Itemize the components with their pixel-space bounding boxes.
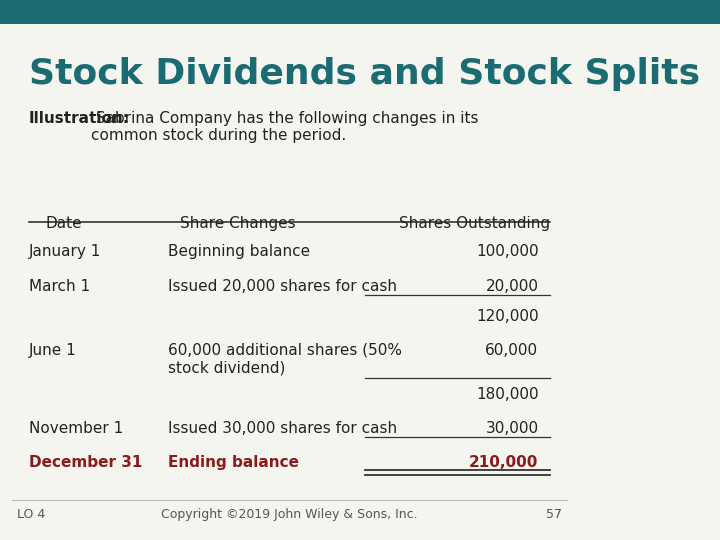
Text: 60,000: 60,000: [485, 343, 539, 358]
Text: Copyright ©2019 John Wiley & Sons, Inc.: Copyright ©2019 John Wiley & Sons, Inc.: [161, 508, 418, 521]
Text: 120,000: 120,000: [476, 309, 539, 324]
Text: 180,000: 180,000: [476, 387, 539, 402]
Text: March 1: March 1: [29, 279, 90, 294]
Text: December 31: December 31: [29, 455, 143, 470]
Text: Date: Date: [45, 216, 82, 231]
Text: 57: 57: [546, 508, 562, 521]
Text: Issued 20,000 shares for cash: Issued 20,000 shares for cash: [168, 279, 397, 294]
Text: 20,000: 20,000: [485, 279, 539, 294]
Text: Issued 30,000 shares for cash: Issued 30,000 shares for cash: [168, 421, 397, 436]
Text: Stock Dividends and Stock Splits: Stock Dividends and Stock Splits: [29, 57, 700, 91]
Text: January 1: January 1: [29, 244, 102, 259]
Text: 100,000: 100,000: [476, 244, 539, 259]
Text: Shares Outstanding: Shares Outstanding: [399, 216, 550, 231]
Text: 60,000 additional shares (50%
stock dividend): 60,000 additional shares (50% stock divi…: [168, 343, 402, 375]
Text: LO 4: LO 4: [17, 508, 45, 521]
Text: June 1: June 1: [29, 343, 77, 358]
Text: Illustration:: Illustration:: [29, 111, 130, 126]
Text: November 1: November 1: [29, 421, 123, 436]
Text: Ending balance: Ending balance: [168, 455, 299, 470]
Text: Share Changes: Share Changes: [179, 216, 295, 231]
Text: 210,000: 210,000: [469, 455, 539, 470]
Text: Beginning balance: Beginning balance: [168, 244, 310, 259]
Text: Sabrina Company has the following changes in its
common stock during the period.: Sabrina Company has the following change…: [91, 111, 479, 143]
Text: 30,000: 30,000: [485, 421, 539, 436]
